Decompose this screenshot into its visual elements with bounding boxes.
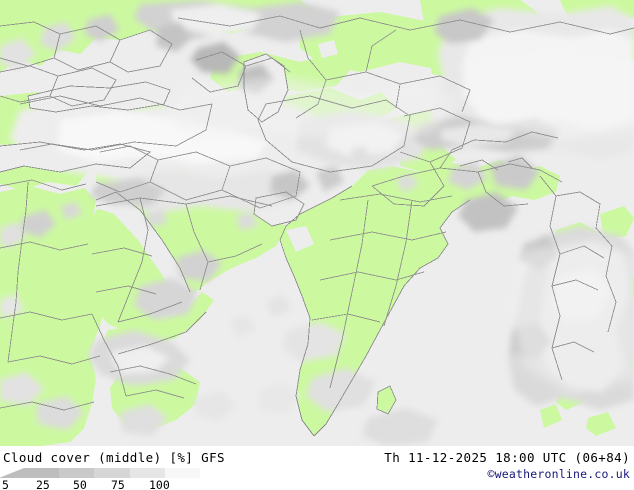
cloud-texture-layer: [164, 48, 634, 394]
legend-segment-100: [164, 468, 200, 478]
legend-tick-75: 75: [111, 478, 125, 490]
legend-tick-25: 25: [36, 478, 50, 490]
coastlines: [0, 53, 471, 437]
legend-segment-75: [129, 468, 165, 478]
legend-segment-25: [59, 468, 95, 478]
legend-wedge: [0, 468, 24, 478]
legend-gradient-bar: [24, 468, 200, 478]
legend-tick-50: 50: [73, 478, 87, 490]
legend-tick-5: 5: [2, 478, 9, 490]
map-footer: Cloud cover (middle) [%] GFS Th 11-12-20…: [0, 446, 634, 490]
legend-segment-5: [24, 468, 60, 478]
country-borders: [0, 15, 634, 415]
map-title: Cloud cover (middle) [%] GFS: [3, 450, 225, 465]
copyright-label: ©weatheronline.co.uk: [487, 467, 630, 481]
forecast-timestamp: Th 11-12-2025 18:00 UTC (06+84): [384, 450, 630, 465]
legend-tick-labels: 5 25 50 75 100: [0, 478, 230, 490]
legend-segment-50: [94, 468, 130, 478]
color-scale-legend: [0, 468, 200, 478]
weather-map-canvas[interactable]: [0, 0, 634, 446]
legend-tick-100: 100: [149, 478, 170, 490]
